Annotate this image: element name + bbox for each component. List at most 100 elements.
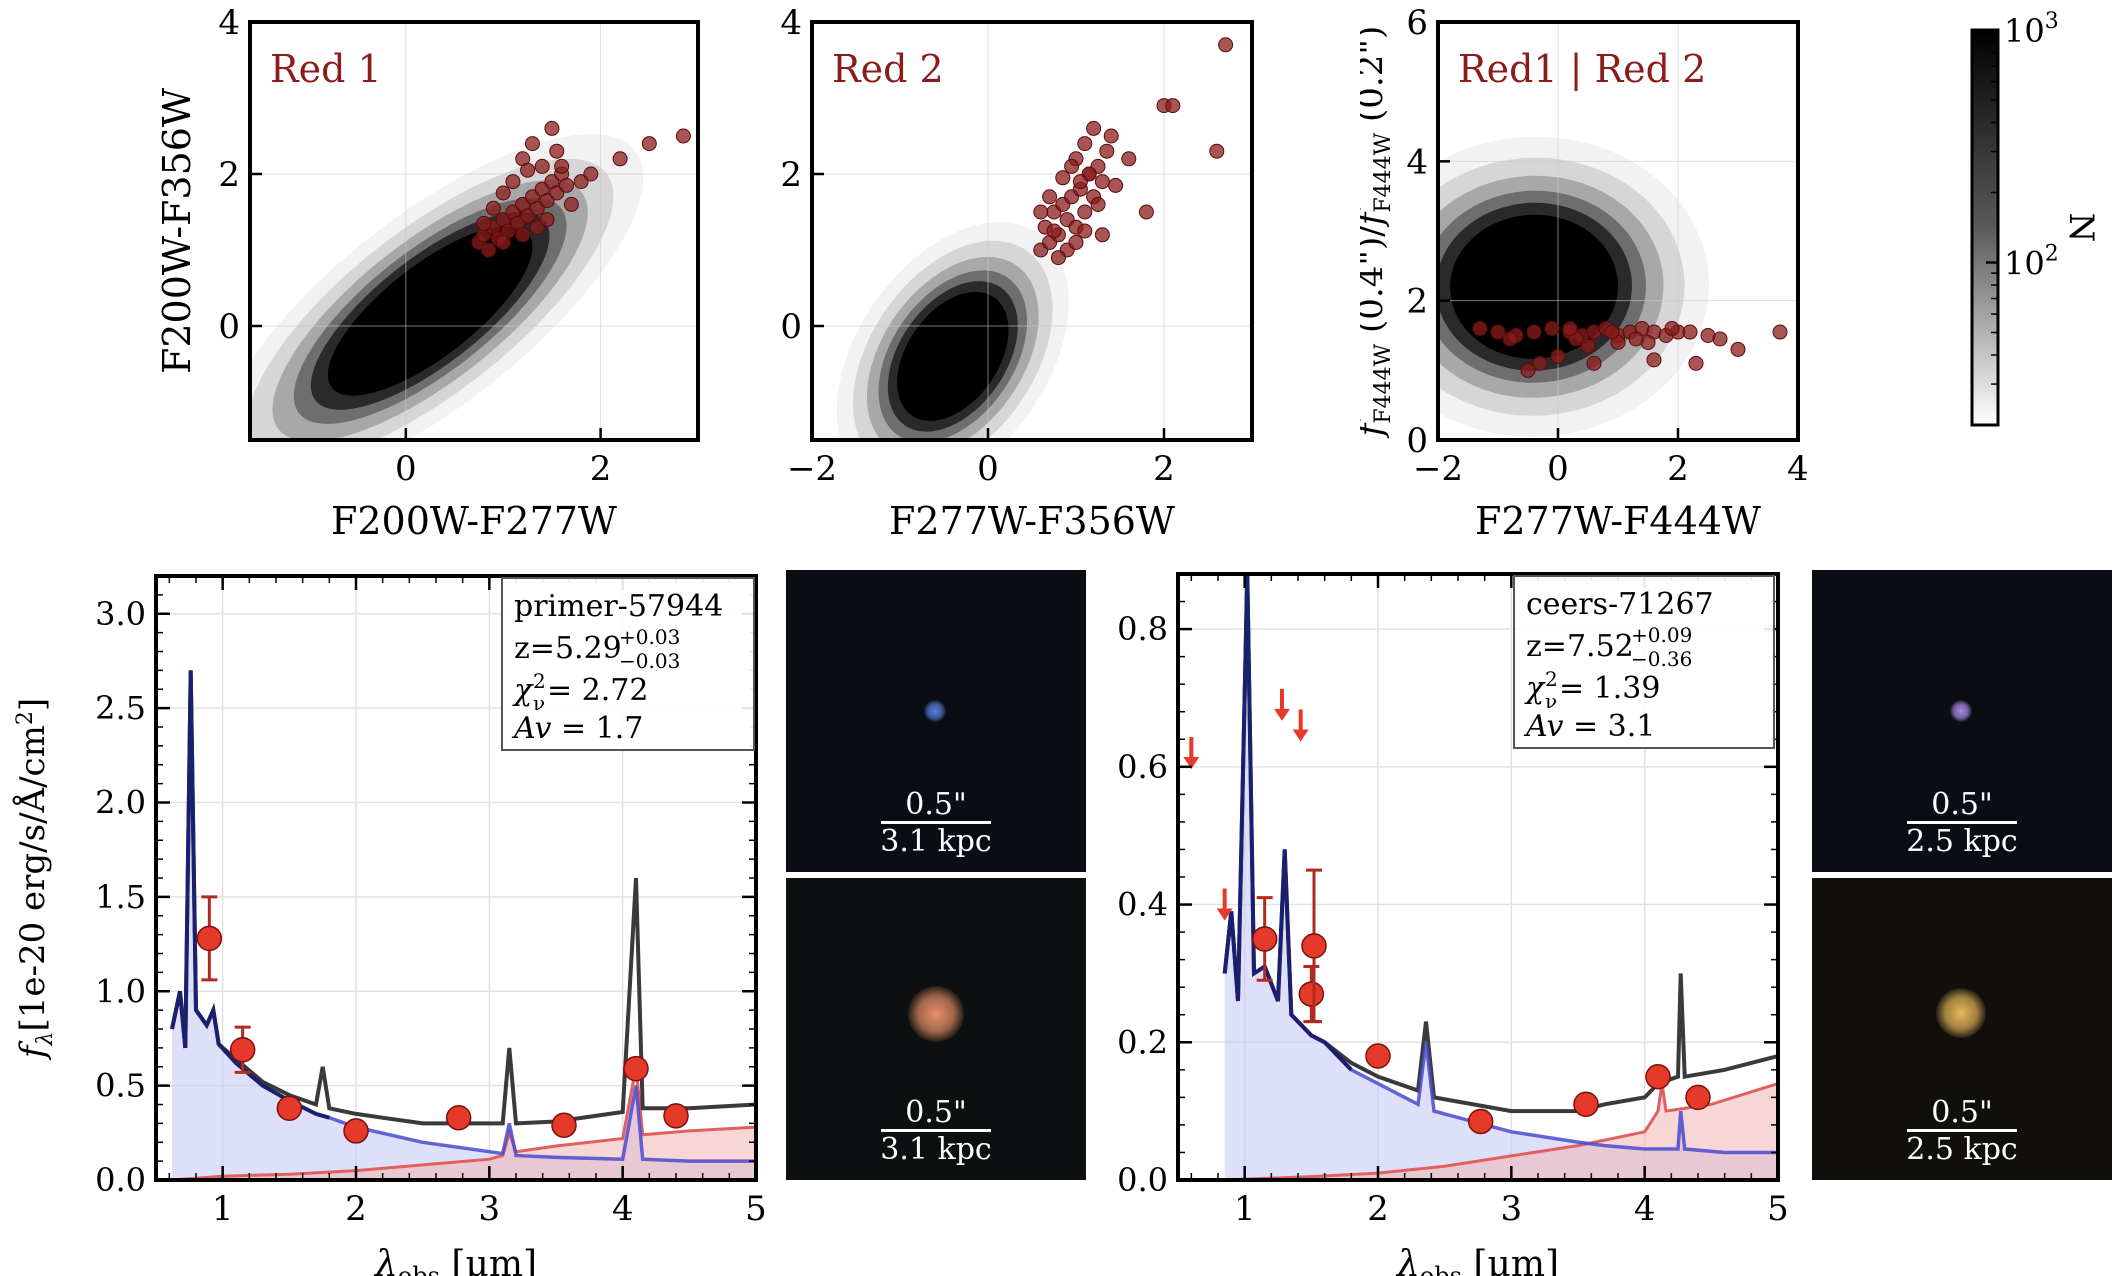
- chart-red1-color-color: 0 2 0 2 4 F200W-F277W F200W-F356W Red 1: [155, 3, 700, 543]
- data-point: [1580, 338, 1596, 354]
- y-tick-label: 0: [218, 307, 240, 347]
- photometry-point: [1251, 926, 1278, 952]
- data-point: [485, 200, 501, 216]
- upper-limit-arrow: [1292, 729, 1309, 742]
- photometry-point: [276, 1095, 303, 1122]
- x-tick-label: 0: [977, 449, 999, 489]
- data-point: [559, 177, 575, 193]
- scale-kpc: 3.1 kpc: [880, 824, 992, 859]
- data-point: [1077, 204, 1093, 220]
- legend-source-name: ceers-71267: [1526, 587, 1714, 622]
- axes-frame: [810, 20, 1254, 442]
- data-point: [1664, 321, 1680, 337]
- data-point: [520, 162, 536, 178]
- red-component-fill: [172, 1066, 756, 1180]
- legend-av-symbol: Av: [1523, 709, 1563, 744]
- upper-limit-arrow: [1183, 757, 1200, 770]
- x-tick-label: 5: [1767, 1189, 1789, 1229]
- legend-z: z=7.52: [1526, 629, 1634, 664]
- upper-limit-arrow: [1216, 908, 1233, 921]
- data-point: [1077, 136, 1093, 152]
- data-point: [1033, 204, 1049, 220]
- axes-frame: [248, 20, 700, 442]
- photometry-point: [229, 1037, 256, 1063]
- y-axis-label: fF444W (0.4")/fF444W (0.2"): [1360, 26, 1396, 440]
- photometry-point: [551, 1112, 577, 1139]
- colorbar: [1970, 28, 2000, 427]
- blue-component-fill: [1224, 574, 1778, 1180]
- density-level-5: [1450, 214, 1618, 359]
- y-tick-label: 2: [780, 155, 802, 195]
- legend-chi-value: = 2.72: [547, 673, 648, 708]
- data-point: [1526, 324, 1542, 340]
- legend-av: Av = 1.7: [511, 711, 643, 746]
- y-tick-label: 6: [1406, 3, 1428, 43]
- scale-bar: 0.5" 2.5 kpc: [1812, 1097, 2112, 1166]
- scale-bar: 0.5" 2.5 kpc: [1812, 789, 2112, 858]
- red-component-fill: [1224, 1083, 1778, 1180]
- y-tick-label: 4: [218, 3, 240, 43]
- x-tick-label: 5: [745, 1189, 767, 1229]
- x-label-symbol: λ: [1395, 1244, 1420, 1276]
- plot-area: [1178, 574, 1778, 1180]
- data-point: [1772, 324, 1788, 340]
- y-tick-label: 0: [1406, 421, 1428, 461]
- data-point: [515, 227, 531, 243]
- scale-kpc: 3.1 kpc: [880, 1132, 992, 1167]
- legend-chi-sup: 2: [1545, 667, 1558, 691]
- data-point: [495, 234, 511, 250]
- data-point: [1502, 331, 1518, 347]
- data-point: [1646, 352, 1662, 368]
- photometry-point: [1573, 1091, 1599, 1117]
- photometry-point: [1301, 933, 1327, 959]
- data-point: [476, 215, 492, 231]
- data-point: [1086, 120, 1102, 136]
- x-tick-label: 2: [590, 449, 612, 489]
- x-tick-label: 2: [1367, 1189, 1389, 1229]
- data-point: [1055, 170, 1071, 186]
- data-point: [1064, 158, 1080, 174]
- data-point: [1628, 331, 1644, 347]
- photometry-point: [623, 1055, 649, 1082]
- data-point: [1712, 331, 1728, 347]
- x-tick-label: 2: [345, 1189, 367, 1229]
- data-point: [1072, 174, 1088, 190]
- y-axis-label: F200W-F356W: [155, 88, 199, 374]
- density-cloud: [1438, 136, 1709, 437]
- plot-area: [812, 22, 1252, 440]
- legend-av-value: = 3.1: [1563, 709, 1655, 744]
- y-tick-label: 0.4: [1117, 886, 1168, 924]
- y-axis-label: fλ[1e-20 erg/s/Å/cm2]: [12, 698, 58, 1061]
- series-red-line: [171, 1066, 756, 1180]
- data-point: [1520, 362, 1536, 378]
- axes-frame: [1436, 20, 1800, 442]
- data-point: [1099, 143, 1115, 159]
- x-axis-label: F277W-F356W: [889, 499, 1175, 543]
- y-tick-label: 2.0: [95, 784, 146, 822]
- y-label-end: (0.2"): [1360, 26, 1391, 133]
- data-point: [1730, 341, 1746, 357]
- x-axis-label: F200W-F277W: [331, 499, 617, 543]
- x-label-sub: obs: [1420, 1262, 1462, 1276]
- data-point: [1068, 234, 1084, 250]
- blue-component-fill: [172, 670, 756, 1180]
- data-point: [554, 158, 570, 174]
- cutout-source: [924, 700, 946, 722]
- scale-bar: 0.5" 3.1 kpc: [786, 789, 1086, 858]
- legend-av: Av = 3.1: [1523, 709, 1655, 744]
- x-label-unit: [μm]: [440, 1244, 537, 1276]
- data-point: [534, 158, 550, 174]
- photometry-point: [1467, 1108, 1494, 1135]
- data-point: [1090, 196, 1106, 212]
- panel-label: Red1 | Red 2: [1458, 47, 1706, 91]
- data-point: [549, 143, 565, 159]
- y-tick-label: 3.0: [95, 595, 146, 633]
- scale-arcsec: 0.5": [1931, 787, 1993, 822]
- legend-av-value: = 1.7: [551, 711, 643, 746]
- tick-exp: 2: [2045, 241, 2059, 266]
- data-point: [495, 185, 511, 201]
- data-point: [1165, 98, 1181, 114]
- series-blue-uv-line: [1222, 574, 1353, 1072]
